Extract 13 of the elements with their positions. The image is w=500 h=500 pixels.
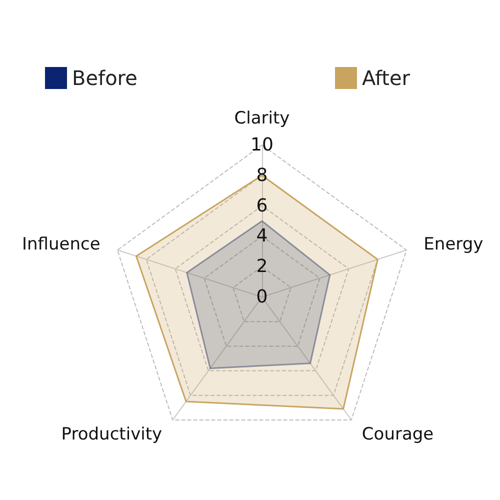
spoke-label: Energy (424, 234, 484, 254)
y-tick-label: 0 (256, 286, 268, 308)
legend-label: Before (72, 66, 138, 90)
spoke-label: Courage (362, 424, 434, 445)
legend-label: After (362, 66, 411, 90)
spoke-label: Clarity (234, 108, 290, 128)
spoke-label: Influence (22, 234, 100, 254)
y-tick-label: 10 (250, 134, 274, 156)
y-tick-label: 8 (256, 164, 268, 186)
y-tick-label: 4 (256, 226, 268, 247)
spoke-label: Productivity (61, 424, 162, 445)
y-tick-label: 2 (256, 256, 268, 278)
y-tick-label: 6 (256, 195, 268, 216)
